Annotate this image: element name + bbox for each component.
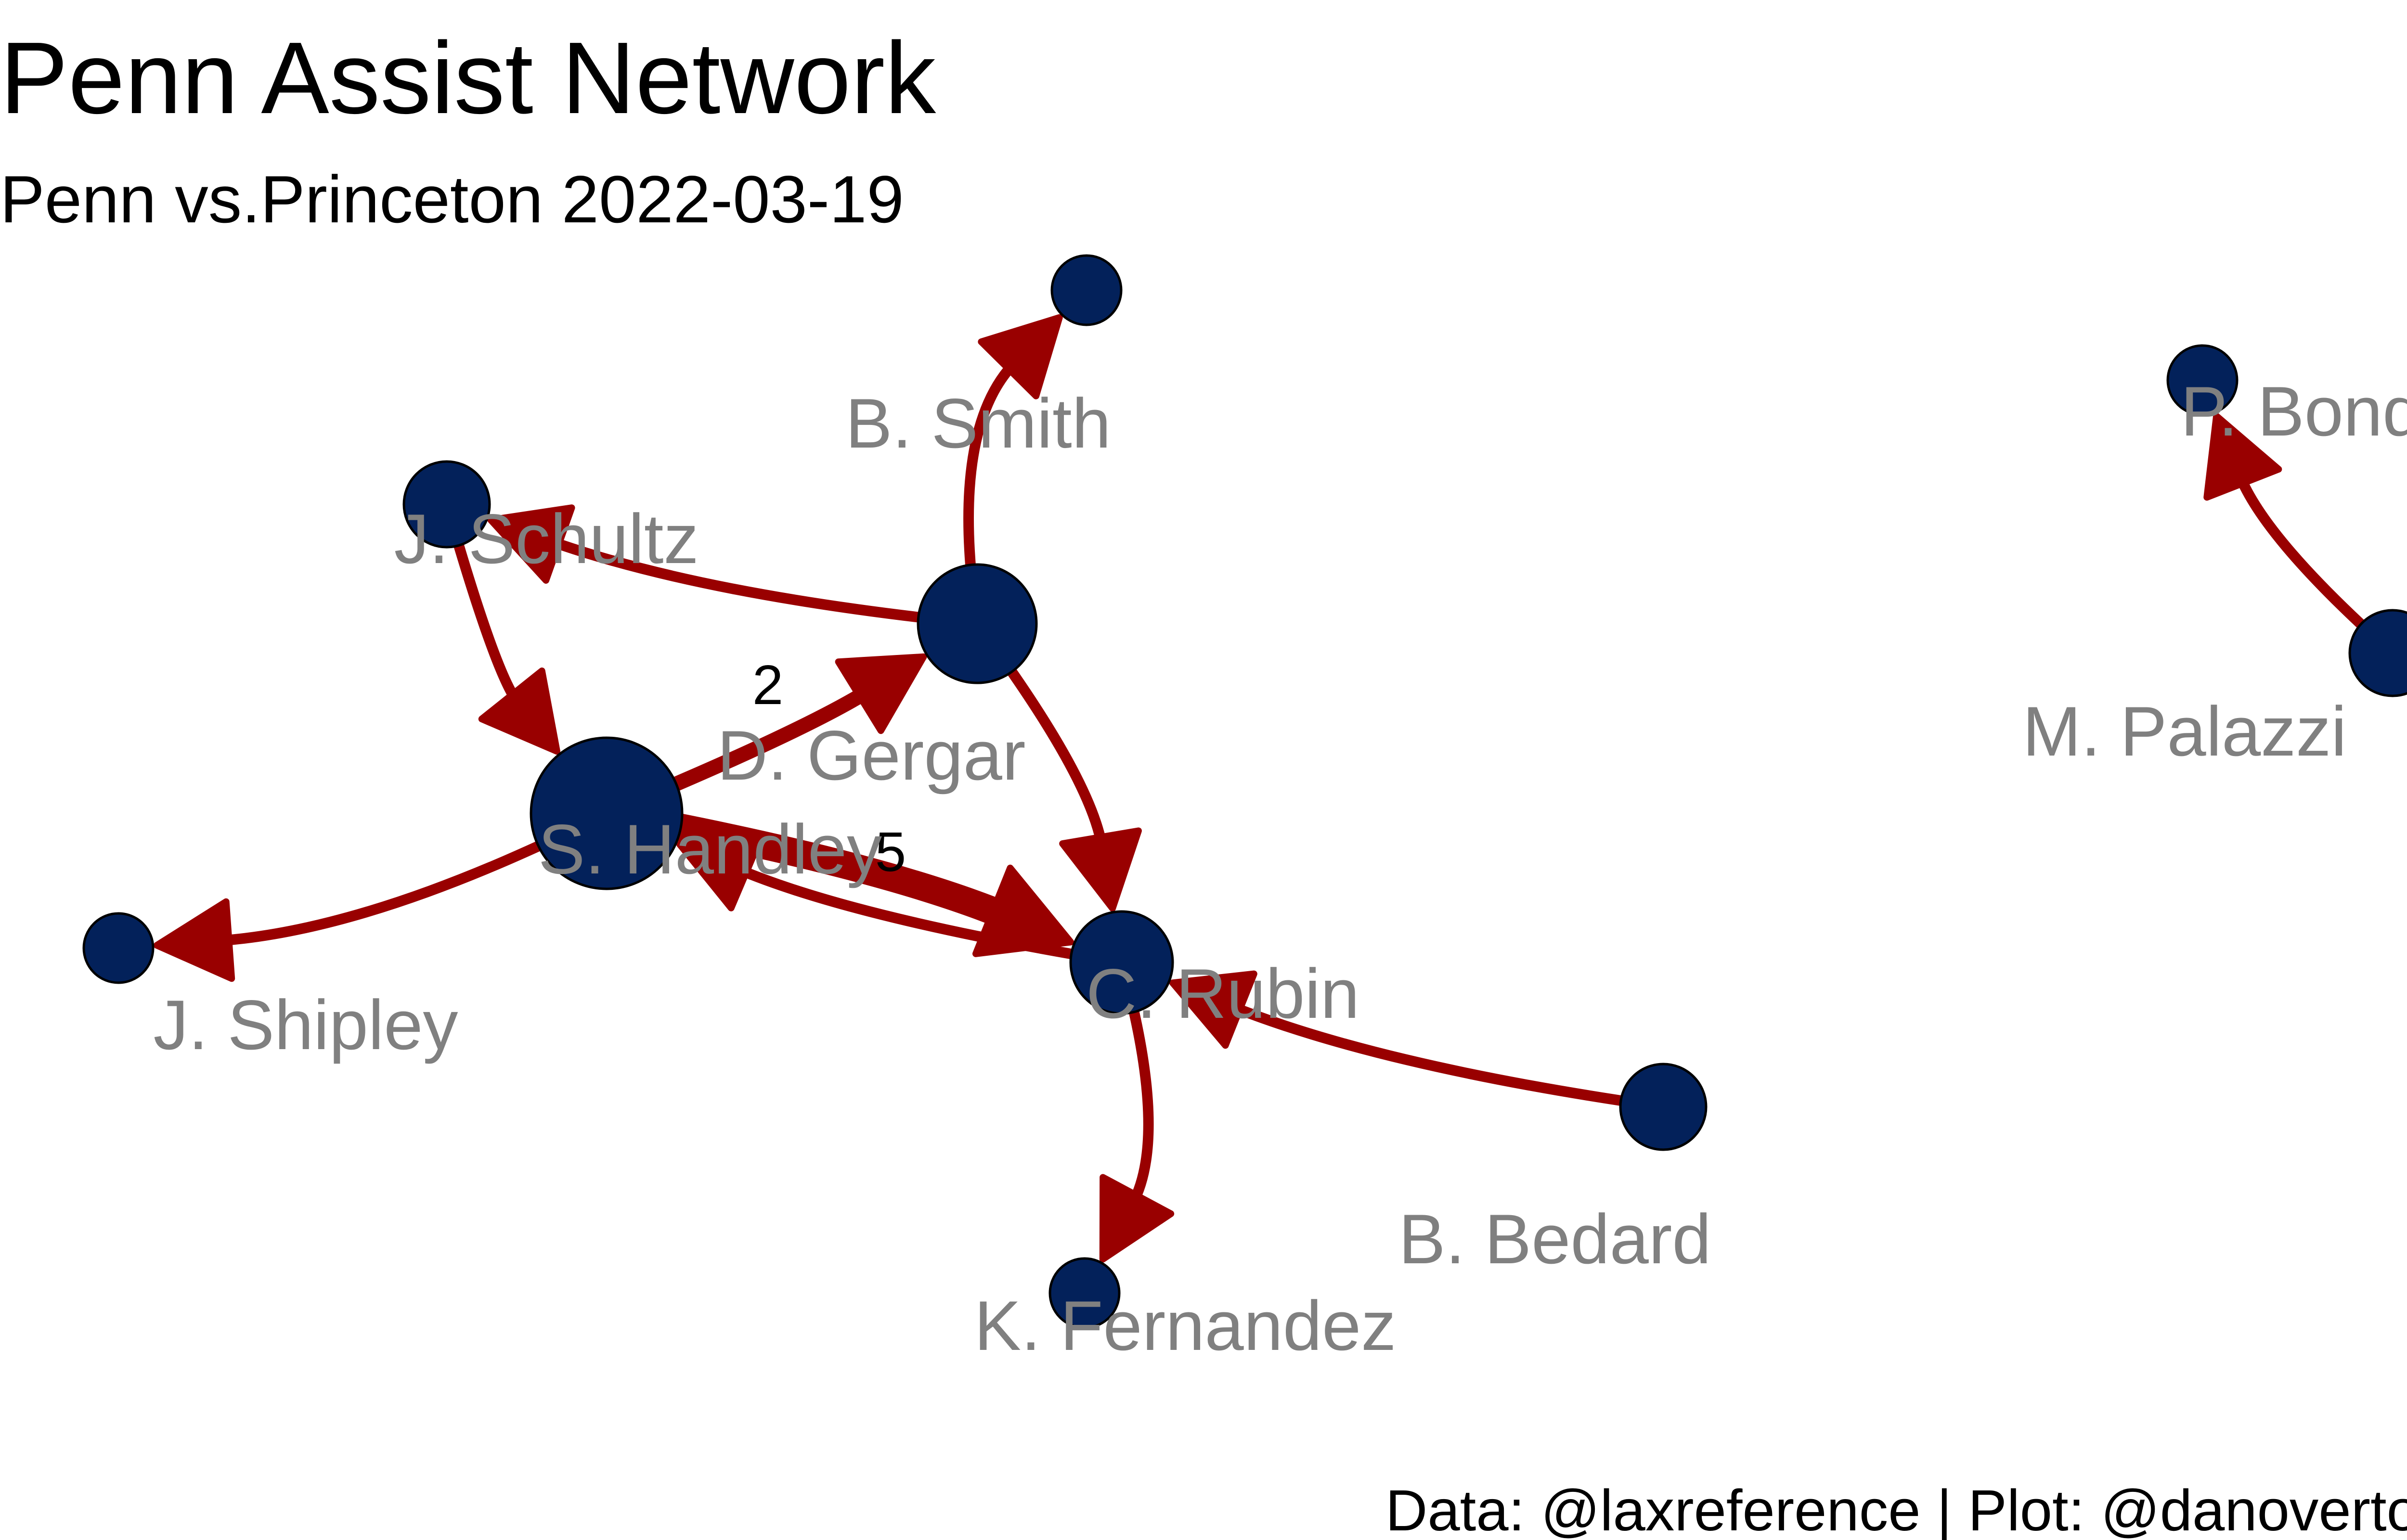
plot-subtitle: Penn vs.Princeton 2022-03-19	[0, 162, 904, 237]
arrowhead-gergar-to-schultz	[487, 504, 575, 584]
player-node-bedard	[1619, 1063, 1708, 1151]
edge-layer	[153, 314, 2398, 1263]
arrowhead-schultz-to-handley	[478, 667, 560, 755]
edge-palazzi-to-bond	[2234, 469, 2398, 658]
plot-title: Penn Assist Network	[0, 21, 936, 135]
player-node-gergar	[917, 563, 1038, 684]
player-node-palazzi	[2348, 609, 2407, 697]
player-node-shipley	[82, 912, 155, 984]
player-node-handley	[530, 736, 684, 890]
arrowhead-gergar-to-rubin	[1059, 827, 1142, 912]
player-node-schultz	[402, 460, 491, 549]
arrowhead-palazzi-to-bond	[2203, 412, 2282, 501]
player-label-smith: B. Smith	[845, 384, 1111, 462]
player-label-bond: P. Bond	[2181, 372, 2407, 450]
edge-weight-label: 5	[875, 821, 906, 883]
edge-bedard-to-rubin	[1225, 1001, 1669, 1112]
player-label-fernandez: K. Fernandez	[974, 1286, 1397, 1365]
player-label-rubin: C. Rubin	[1086, 954, 1359, 1033]
edge-rubin-to-handley	[732, 863, 1127, 968]
player-label-shipley: J. Shipley	[154, 986, 458, 1064]
edge-gergar-to-schultz	[544, 535, 983, 629]
node-layer	[82, 254, 2407, 1329]
player-node-fernandez	[1048, 1257, 1121, 1329]
player-label-schultz: J. Schultz	[394, 500, 699, 578]
player-label-handley: S. Handley	[538, 810, 882, 888]
arrowhead-gergar-to-smith	[978, 314, 1063, 399]
player-label-palazzi: M. Palazzi	[2022, 692, 2346, 770]
arrowhead-handley-to-gergar	[835, 653, 927, 734]
arrowhead-rubin-to-fernandez	[1099, 1174, 1175, 1263]
edge-weight-label: 2	[752, 654, 784, 716]
player-node-smith	[1050, 254, 1123, 326]
player-node-rubin	[1069, 910, 1174, 1015]
arrowhead-bedard-to-rubin	[1169, 970, 1257, 1049]
player-label-bedard: B. Bedard	[1398, 1200, 1711, 1278]
edge-label-layer: 25	[752, 654, 906, 883]
arrowhead-handley-to-shipley	[153, 898, 235, 982]
player-label-gergar: D. Gergar	[717, 716, 1026, 795]
plot-caption: Data: @laxreference | Plot: @danovertoom	[1385, 1477, 2407, 1540]
node-label-layer: B. Smith J. Schultz D. Gergar S. Handley J. …	[154, 372, 2407, 1365]
player-node-bond	[2166, 344, 2239, 416]
arrowhead-rubin-to-handley	[676, 834, 765, 911]
